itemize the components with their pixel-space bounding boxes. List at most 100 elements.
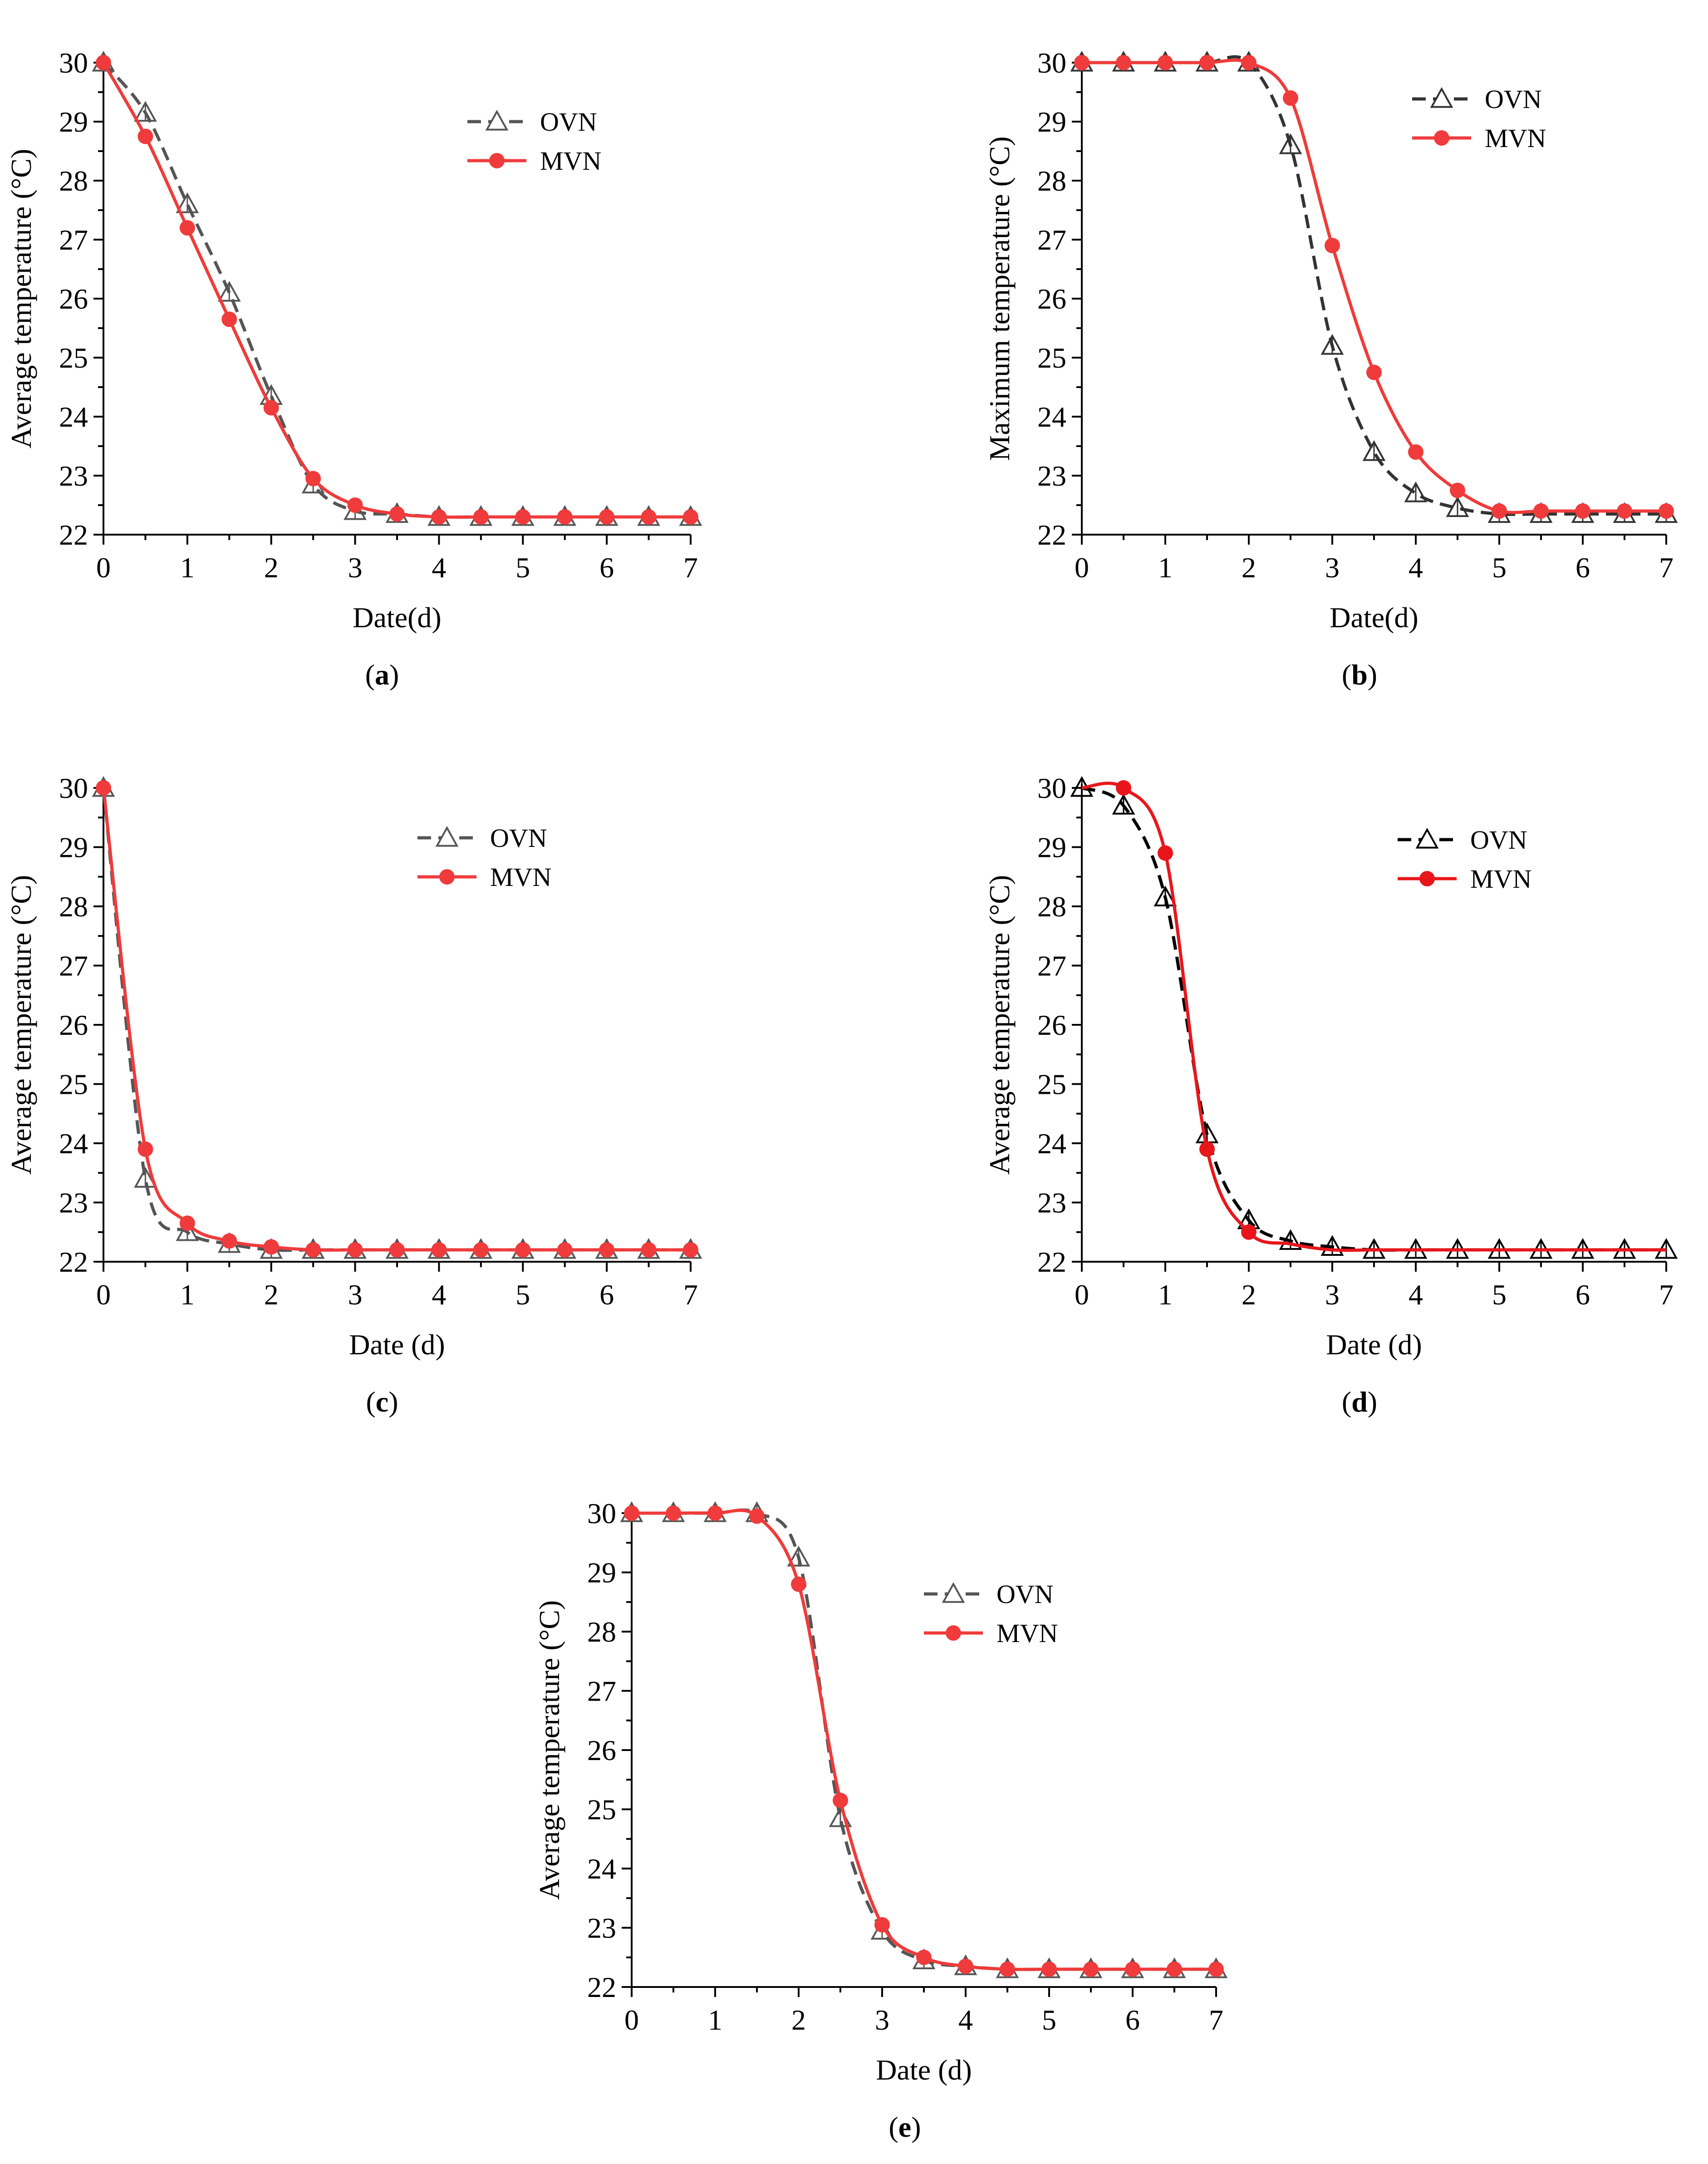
panel-caption: (c) (366, 1386, 398, 1418)
x-tick-label: 3 (348, 1279, 363, 1311)
data-point-mvn (515, 1242, 531, 1258)
panel-caption: (a) (365, 659, 399, 691)
y-axis-label: Average temperature (°C) (5, 149, 37, 449)
data-point-mvn (958, 1958, 973, 1974)
data-point-mvn (599, 1242, 615, 1258)
data-point-mvn (641, 1242, 657, 1258)
data-point-mvn (1116, 780, 1131, 796)
data-point-mvn (431, 509, 447, 525)
x-axis-label: Date(d) (353, 601, 441, 634)
caption-letter: a (375, 659, 389, 691)
x-tick-label: 2 (1242, 551, 1256, 584)
caption-close-paren: ) (389, 659, 399, 691)
legend-marker-mvn (489, 153, 505, 168)
x-tick-label: 0 (96, 551, 111, 584)
y-tick-label: 23 (59, 460, 88, 492)
data-point-mvn (221, 1233, 237, 1249)
panel-caption: (b) (1342, 659, 1377, 691)
x-tick-label: 7 (683, 551, 698, 584)
y-tick-label: 24 (587, 1853, 616, 1885)
legend-marker-ovn (485, 109, 509, 131)
series-ovn (1070, 50, 1678, 523)
caption-close-paren: ) (388, 1386, 398, 1418)
y-tick-label: 29 (59, 831, 88, 864)
y-tick-label: 23 (1037, 460, 1066, 492)
caption-close-paren: ) (1368, 1386, 1377, 1418)
data-point-mvn (389, 1242, 405, 1258)
series-line-mvn (1082, 58, 1666, 514)
data-point-mvn (1158, 55, 1173, 70)
y-tick-label: 24 (59, 1127, 88, 1160)
x-tick-label: 4 (958, 2004, 973, 2036)
y-tick-label: 23 (587, 1912, 616, 1944)
data-point-mvn (1241, 55, 1256, 70)
x-tick-label: 7 (1209, 2004, 1223, 2036)
series-mvn (1081, 780, 1666, 1252)
data-point-mvn (179, 220, 195, 236)
x-tick-label: 7 (683, 1279, 698, 1311)
y-tick-label: 26 (59, 1009, 88, 1041)
data-point-mvn (916, 1949, 932, 1965)
x-tick-label: 2 (264, 551, 279, 584)
x-tick-label: 5 (515, 551, 530, 584)
panel-caption: (d) (1342, 1386, 1377, 1418)
x-axis-label: Date(d) (1330, 601, 1418, 634)
data-point-mvn (263, 400, 279, 416)
x-tick-label: 0 (1075, 1279, 1089, 1311)
x-tick-label: 7 (1659, 551, 1674, 584)
series-line-mvn (632, 1509, 1216, 1971)
data-point-mvn (431, 1242, 447, 1258)
caption-open-paren: ( (365, 659, 375, 691)
y-tick-label: 30 (1037, 772, 1066, 804)
y-tick-label: 27 (1037, 224, 1066, 256)
x-tick-label: 6 (1125, 2004, 1140, 2036)
legend: OVN MVN (1412, 84, 1546, 153)
data-point-mvn (473, 509, 489, 525)
chart-a: 0 1 2 3 4 5 6 7222324252627282930Date(d)Average… (5, 47, 702, 691)
x-tick-label: 0 (624, 2004, 639, 2036)
data-point-mvn (137, 128, 153, 144)
y-tick-label: 22 (1037, 519, 1066, 551)
data-point-mvn (1167, 1961, 1182, 1977)
x-tick-label: 5 (1042, 2004, 1056, 2036)
y-tick-label: 26 (1037, 1009, 1066, 1041)
x-tick-label: 2 (791, 2004, 806, 2036)
data-point-mvn (1408, 444, 1423, 460)
y-tick-label: 28 (587, 1616, 616, 1648)
caption-close-paren: ) (1368, 659, 1377, 691)
data-point-mvn (1158, 845, 1173, 861)
x-tick-label: 5 (515, 1279, 530, 1311)
caption-open-paren: ( (366, 1386, 375, 1418)
data-point-mvn (1000, 1961, 1015, 1977)
series-ovn (92, 776, 702, 1259)
x-tick-label: 4 (432, 551, 446, 584)
x-tick-label: 1 (1158, 1279, 1173, 1311)
x-tick-label: 3 (875, 2004, 889, 2036)
legend-label-ovn: OVN (1470, 825, 1527, 855)
y-tick-label: 28 (1037, 165, 1066, 197)
legend-label-ovn: OVN (540, 107, 597, 137)
x-tick-label: 2 (1242, 1279, 1256, 1311)
series-line-ovn (102, 787, 691, 1252)
legend-marker-mvn (946, 1625, 961, 1641)
data-point-mvn (874, 1917, 890, 1933)
caption-open-paren: ( (1342, 659, 1351, 691)
data-point-mvn (1325, 238, 1340, 253)
series-mvn (96, 780, 698, 1258)
x-tick-label: 0 (96, 1279, 111, 1311)
data-point-mvn (1199, 1141, 1215, 1157)
y-tick-label: 30 (59, 772, 88, 804)
legend: OVN MVN (924, 1579, 1058, 1648)
data-point-mvn (1659, 503, 1674, 519)
x-tick-label: 6 (1575, 1279, 1590, 1311)
data-point-mvn (1074, 55, 1090, 70)
y-tick-label: 25 (587, 1794, 616, 1826)
x-tick-label: 3 (1325, 1279, 1340, 1311)
data-point-mvn (263, 1239, 279, 1255)
y-tick-label: 27 (1037, 950, 1066, 982)
x-tick-label: 6 (599, 1279, 614, 1311)
y-tick-label: 30 (59, 47, 88, 79)
data-point-mvn (389, 506, 405, 522)
y-tick-label: 29 (587, 1557, 616, 1589)
